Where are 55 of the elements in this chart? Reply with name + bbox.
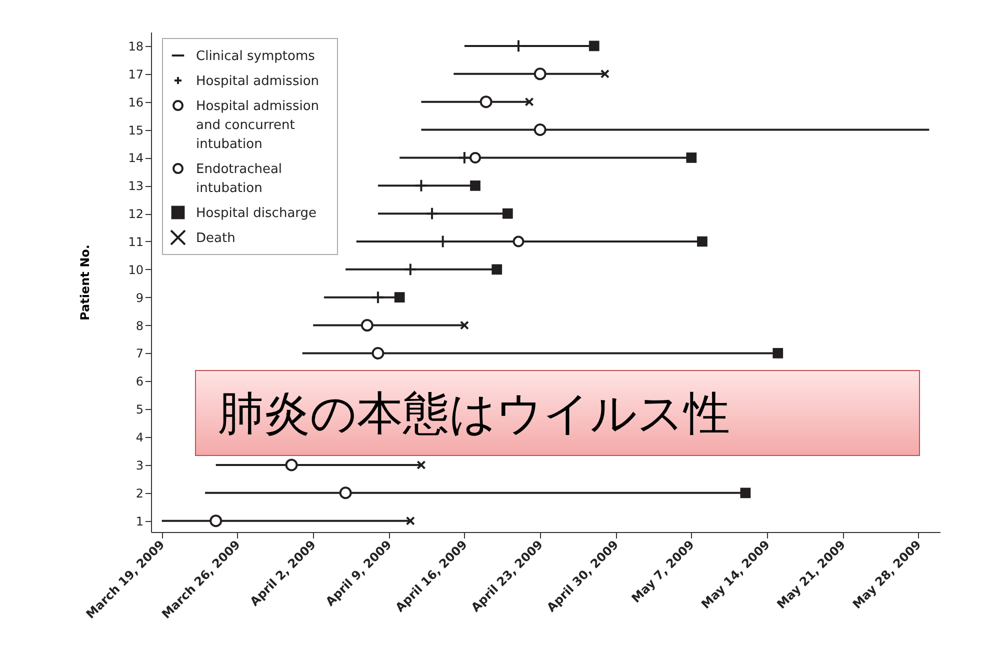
point [686,152,697,163]
point [480,96,492,108]
y-tick-label: 10 [128,262,144,277]
point [512,236,524,248]
y-tick-label: 4 [136,430,144,445]
y-axis-title: Patient No. [78,244,92,320]
y-tick-label: 9 [136,290,144,305]
point [339,486,352,500]
point [416,460,426,470]
point [406,516,415,526]
y-tick-label: 2 [136,486,144,500]
y-tick-label: 5 [136,402,144,417]
legend-label: Hospital admission [196,74,320,89]
point [210,514,222,528]
y-tick-label: 16 [128,95,144,110]
point [371,290,385,304]
point [404,262,418,276]
point [588,40,600,52]
point [414,178,428,192]
point [740,488,751,498]
point [425,206,439,220]
point [460,320,469,330]
point [285,458,298,472]
y-tick-label: 14 [128,151,144,166]
point [470,180,480,191]
point [360,319,374,332]
legend-label: Clinical symptoms [196,49,316,64]
y-tick-label: 8 [136,318,144,333]
point [372,346,384,360]
legend-label: Hospital discharge [196,206,317,221]
y-tick-label: 6 [136,374,144,389]
point [534,124,546,136]
point [458,150,472,164]
point [697,236,708,247]
point [600,69,610,78]
legend-label: Death [196,231,236,246]
legend-label: Hospital admission and concurrent intubation [196,99,320,152]
y-tick-label: 7 [136,346,144,361]
point [492,264,502,275]
point [772,348,784,358]
point [524,97,534,106]
legend-label: Endotracheal intubation [196,162,282,196]
y-tick-label: 18 [128,39,144,54]
y-tick-label: 15 [128,123,144,138]
point [394,292,405,303]
y-tick-label: 3 [136,458,144,472]
y-tick-label: 11 [128,234,144,249]
y-tick-label: 17 [128,67,144,82]
y-tick-label: 1 [136,514,144,528]
point [470,152,481,164]
point [534,68,546,80]
y-tick-label: 13 [128,179,144,194]
callout-box: 肺炎の本態はウイルス性 [195,370,920,456]
point [502,208,513,219]
y-tick-label: 12 [128,207,144,222]
